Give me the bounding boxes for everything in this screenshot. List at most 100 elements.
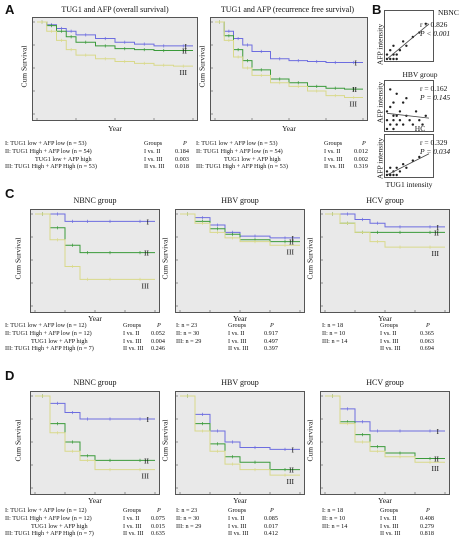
plot-A-os: I II III [32,17,198,121]
table-group: Groups [380,507,399,514]
curve-label-I: I [437,427,440,436]
table-p: 0.279 [420,522,434,530]
curve-label-I: I [185,42,188,51]
table-row: III: n = 14 I vs. III 0.279 [322,523,462,531]
table-p: P [270,322,274,329]
scatter-point [398,170,402,173]
panelA-xlabel-2: Year [282,124,296,133]
scatter-point [392,119,395,122]
scatter-point [392,44,395,47]
scatter-point [395,92,398,95]
survival-curve-II [35,213,155,254]
table-group: Groups [123,507,142,514]
scatter-point [398,110,402,113]
scatter-B-HBV [384,80,434,132]
scatter-point [392,101,395,104]
table-row: III: n = 14 I vs. III 0.063 [322,338,462,346]
table-group: I vs. III [324,155,343,163]
panelC-ylabel-1: Cum Survival [13,237,23,280]
panelB-xlabel: TUG1 intensity [385,180,433,189]
table-row: II: n = 30 I vs. II 0.917 [176,330,311,338]
panelC-table-left: I: TUG1 low + AFP low (n = 12) Groups P II… [5,322,175,353]
table-p: 0.412 [264,530,278,538]
scatter-point [385,53,389,56]
scatter-point [424,22,427,25]
scatter-point [418,155,421,159]
table-p: 0.017 [264,522,278,530]
panelC-xlabel-3: Year [378,314,392,323]
survival-curve-III [325,395,445,463]
panelB-group-2: HBV group [402,70,438,79]
table-p: 0.085 [264,514,278,522]
table-label: II: TUG1 High + AFP low (n = 54) [5,147,92,155]
table-label: I: TUG1 low + AFP low (n = 53) [5,140,87,147]
scatter-point [395,123,398,126]
panelB-group-3: HC [414,124,426,133]
scatter-point [392,57,395,61]
trend-line [386,153,430,176]
table-group: I vs. III [228,522,247,530]
table-group: I vs. II [228,329,245,337]
survival-curve-II [180,395,300,471]
table-p: P [426,322,430,329]
table-p: 0.063 [420,337,434,345]
panelA-ylabel-2: Cum Survival [197,45,207,88]
table-label: II: TUG1 High + AFP low (n = 12) [5,329,92,337]
panelA-xlabel-1: Year [108,124,122,133]
scatter-B-HC [384,134,434,178]
survival-curve-III [215,21,363,98]
panelB-group-1: NBNC [438,8,459,17]
trend-line [386,23,430,60]
scatter-point [424,114,427,117]
table-row: TUG1 low + AFP high I vs. III 0.004 [5,338,175,346]
table-p: 0.397 [264,345,278,353]
table-row: III: TUG1 High + AFP High (n = 53) II vs… [196,163,371,171]
panelA-table-right: I: TUG1 low + AFP low (n = 53) Groups P … [196,140,371,171]
scatter-point [389,123,392,126]
table-p: 0.818 [420,530,434,538]
scatter-point [395,114,398,117]
curve-label-III: III [432,464,440,473]
table-label: III: n = 14 [322,337,348,345]
survival-curve-I [180,395,300,450]
table-group: I vs. II [228,514,245,522]
scatter-point [389,166,392,169]
table-p: P [426,507,430,514]
table-row: I: TUG1 low + AFP low (n = 53) Groups P [196,140,371,148]
table-p: 0.002 [354,155,368,163]
table-p: P [157,507,161,514]
table-group: I vs. II [380,514,397,522]
table-group: II vs. III [123,345,144,353]
scatter-B-NBNC [384,10,434,62]
table-group: II vs. III [380,530,401,538]
table-group: I vs. II [144,147,161,155]
table-label: TUG1 low + AFP high [31,522,88,530]
curve-label-I: I [292,234,295,243]
scatter-point [389,105,392,109]
scatter-point [408,119,411,122]
scatter-point [401,40,405,43]
scatter-point [398,119,402,122]
table-p-header: P [183,140,187,147]
table-label: I: TUG1 low + AFP low (n = 53) [196,140,278,147]
curve-label-III: III [287,477,295,486]
table-label: III: n = 29 [176,522,202,530]
panelC-title-3: HCV group [366,196,404,205]
curve-label-III: III [142,472,150,481]
scatter-point [411,123,415,126]
scatter-point [395,53,398,56]
panelA-title-rfs: TUG1 and AFP (recurrence free survival) [220,5,355,14]
table-p: 0.184 [175,147,189,155]
panelD-title-2: HBV group [221,378,259,387]
table-row: II vs. III 0.694 [322,345,462,353]
table-p: 0.497 [264,337,278,345]
table-label: TUG1 low + AFP high [31,337,88,345]
panelD-title-3: HCV group [366,378,404,387]
table-row: I: n = 23 Groups P [176,322,311,330]
panelB-p-3: P = 0.034 [420,147,451,156]
trend-line [386,112,430,119]
scatter-point [418,119,421,122]
